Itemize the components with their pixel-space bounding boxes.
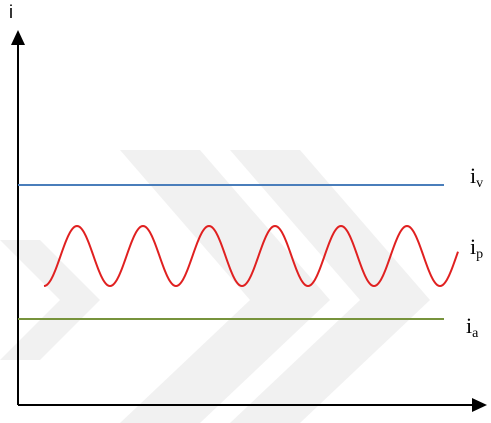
x-axis-arrow [472,398,487,412]
label-ia: ia [466,313,479,341]
label-iv: iv [470,163,483,191]
y-axis-arrow [11,30,25,45]
watermark [0,150,430,423]
axes [11,30,487,412]
y-axis-label: i [9,2,13,22]
label-ip: ip [470,234,483,262]
wave-ip [43,224,459,288]
